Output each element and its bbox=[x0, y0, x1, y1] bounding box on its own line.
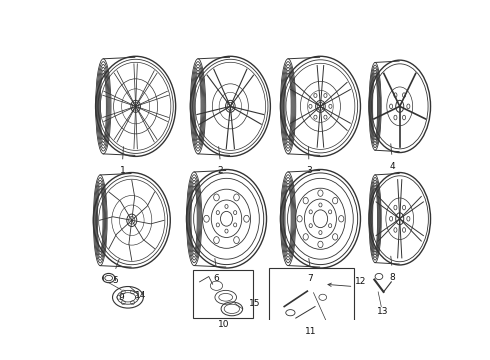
Text: 8: 8 bbox=[389, 273, 395, 282]
Text: 5: 5 bbox=[112, 276, 118, 285]
Text: 14: 14 bbox=[135, 291, 146, 300]
Text: 7: 7 bbox=[308, 274, 313, 283]
Bar bbox=[194, 270, 253, 318]
Text: 9: 9 bbox=[118, 293, 124, 302]
Text: 10: 10 bbox=[218, 320, 229, 329]
Text: 3: 3 bbox=[306, 166, 312, 175]
Text: 13: 13 bbox=[377, 306, 389, 315]
Text: 11: 11 bbox=[305, 327, 317, 336]
Text: 6: 6 bbox=[214, 274, 220, 283]
Text: 12: 12 bbox=[355, 277, 367, 286]
Text: 4: 4 bbox=[389, 162, 395, 171]
Text: 15: 15 bbox=[249, 299, 260, 308]
Text: 1: 1 bbox=[120, 166, 125, 175]
Text: 2: 2 bbox=[218, 166, 223, 175]
Bar bbox=[269, 268, 354, 324]
